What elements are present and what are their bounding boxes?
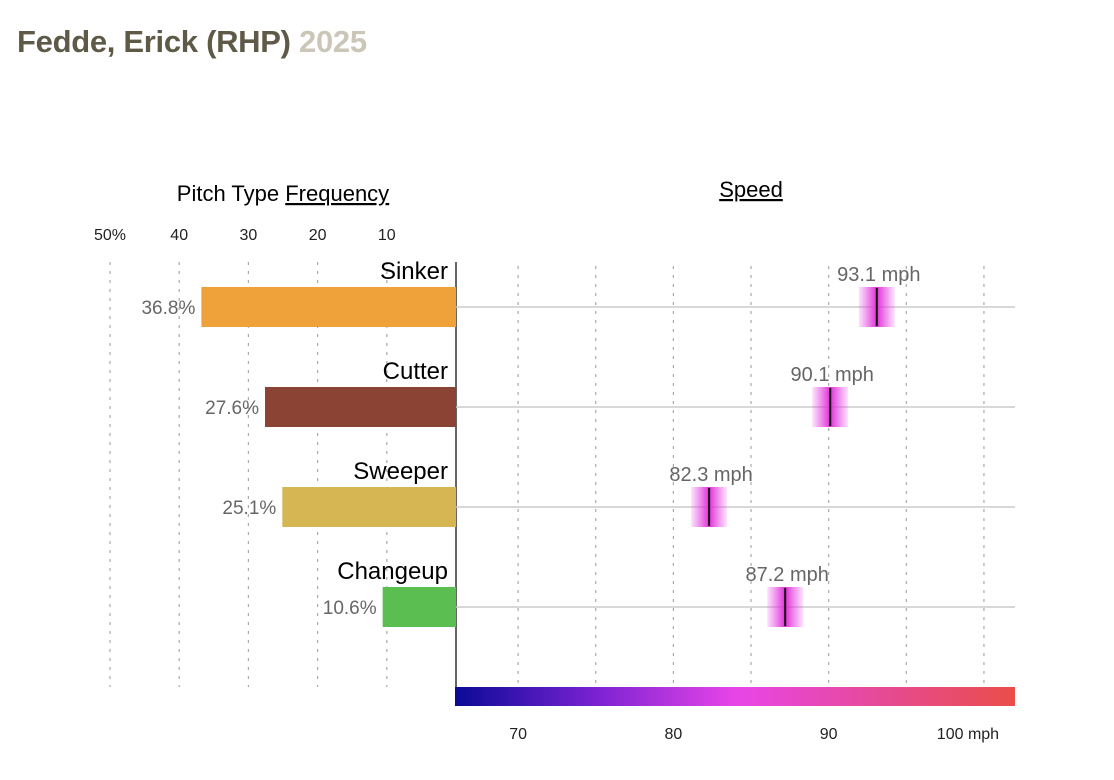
pitch-name-label: Changeup <box>337 558 448 585</box>
pitch-name-label: Cutter <box>383 358 448 385</box>
grid-lines <box>109 262 1015 690</box>
frequency-panel-title: Pitch Type Frequency <box>177 181 389 206</box>
speed-tick-label: 80 <box>664 726 682 743</box>
speed-value-label: 87.2 mph <box>745 564 828 586</box>
frequency-tick-label: 30 <box>240 227 258 244</box>
pitch-name-label: Sinker <box>380 258 448 285</box>
chart-marks <box>201 287 1015 706</box>
speed-tick-label: 70 <box>509 726 527 743</box>
speed-tick-label: 90 <box>820 726 838 743</box>
frequency-tick-label: 50% <box>94 227 126 244</box>
frequency-value-label: 36.8% <box>141 298 195 319</box>
speed-value-label: 82.3 mph <box>669 464 752 486</box>
frequency-value-label: 27.6% <box>205 398 259 419</box>
chart-title: Fedde, Erick (RHP) 2025 <box>17 24 367 60</box>
speed-value-label: 93.1 mph <box>837 264 920 286</box>
player-name: Fedde, Erick (RHP) <box>17 24 291 59</box>
frequency-bar-sinker <box>201 287 456 327</box>
frequency-tick-label: 20 <box>309 227 327 244</box>
frequency-bar-cutter <box>265 387 456 427</box>
frequency-value-label: 25.1% <box>222 498 276 519</box>
chart-labels: Pitch Type Frequency Speed 50% 40 30 20 10 Sink… <box>94 177 999 743</box>
speed-color-scale <box>455 687 1015 706</box>
frequency-tick-label: 10 <box>378 227 396 244</box>
speed-tick-label: 100 mph <box>937 726 999 743</box>
speed-value-label: 90.1 mph <box>791 364 874 386</box>
frequency-bar-changeup <box>382 587 456 627</box>
frequency-tick-label: 40 <box>170 227 188 244</box>
season-year: 2025 <box>299 24 367 59</box>
frequency-bar-sweeper <box>282 487 456 527</box>
frequency-value-label: 10.6% <box>323 598 377 619</box>
pitch-name-label: Sweeper <box>353 458 448 485</box>
speed-panel-title: Speed <box>719 177 783 202</box>
